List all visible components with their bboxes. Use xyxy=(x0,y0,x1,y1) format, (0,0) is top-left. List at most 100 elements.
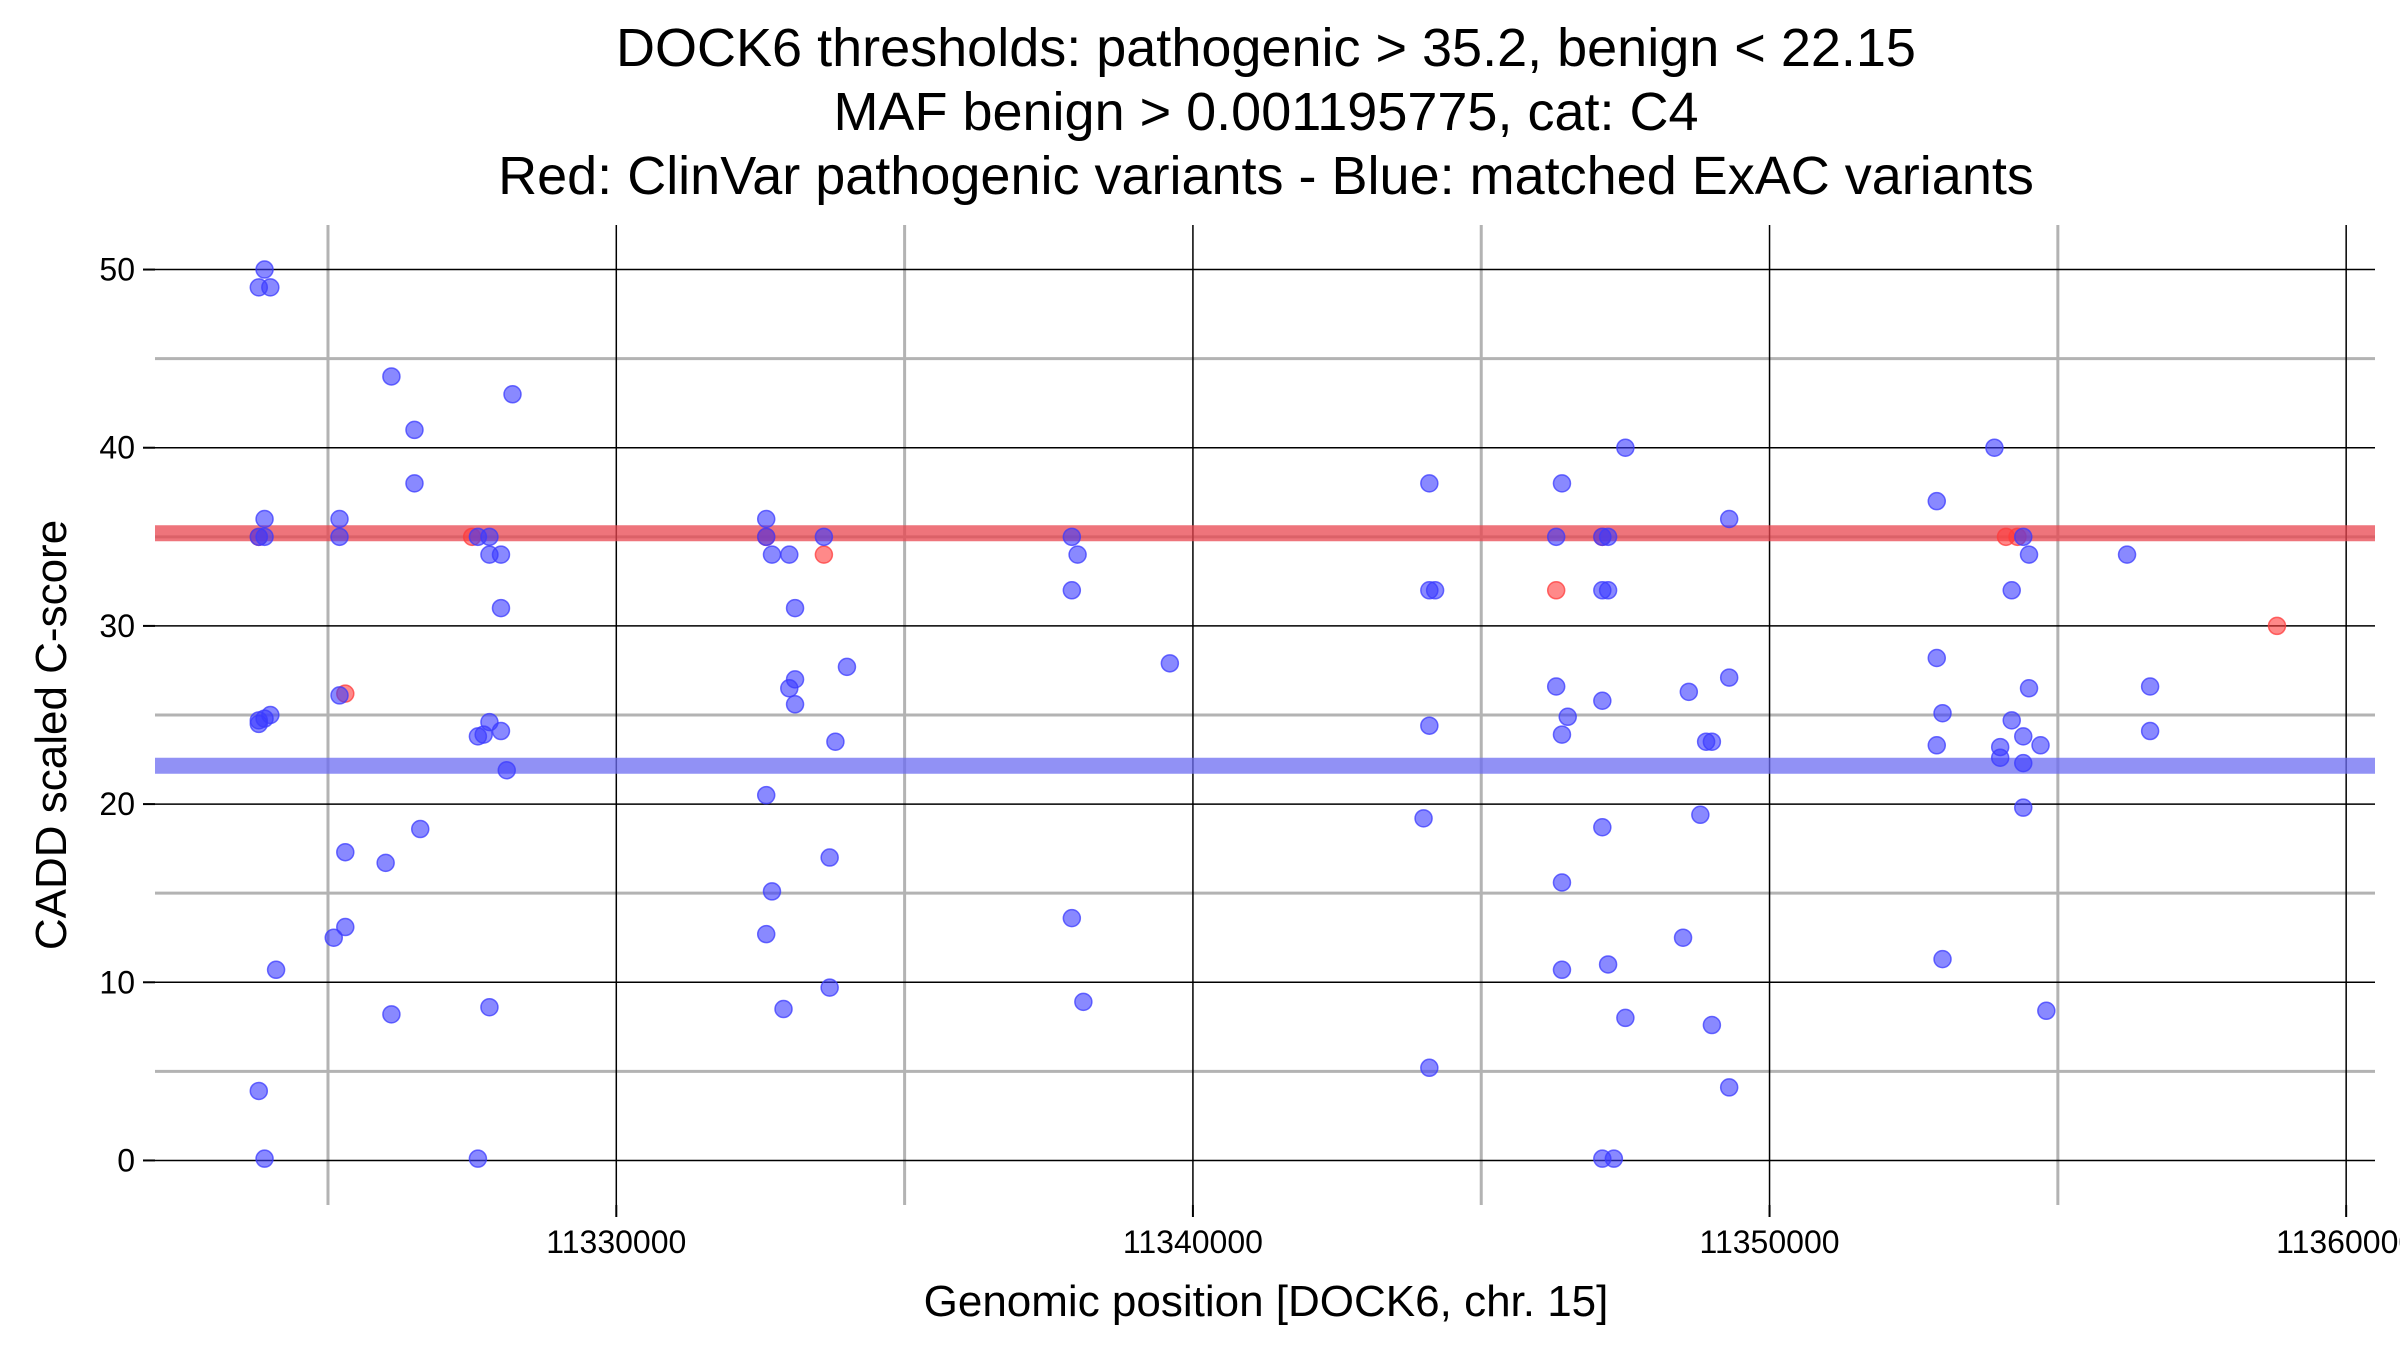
exac-point xyxy=(405,420,424,440)
exac-point xyxy=(762,545,782,564)
exac-point xyxy=(2019,545,2039,564)
y-axis-title: CADD scaled C-score xyxy=(27,520,76,950)
exac-point xyxy=(1927,491,1947,511)
title-line-2: MAF benign > 0.001195775, cat: C4 xyxy=(833,82,1698,142)
exac-point xyxy=(1546,527,1566,547)
title-line-1: DOCK6 thresholds: pathogenic > 35.2, ben… xyxy=(616,18,1916,78)
exac-point xyxy=(1593,691,1612,710)
exac-point xyxy=(261,278,280,297)
exac-point xyxy=(1616,1008,1635,1028)
exac-point xyxy=(410,819,430,839)
exac-point xyxy=(756,924,776,944)
exac-point xyxy=(1719,509,1739,529)
exac-point xyxy=(2140,677,2160,696)
x-tick-label: 11340000 xyxy=(1123,1224,1263,1260)
exac-point xyxy=(330,509,349,529)
exac-point xyxy=(1673,928,1693,947)
exac-point xyxy=(1719,668,1739,687)
exac-point xyxy=(774,999,793,1019)
x-tick-label: 11360000 xyxy=(2276,1224,2400,1260)
exac-point xyxy=(780,545,799,564)
y-tick-label: 0 xyxy=(117,1142,135,1178)
exac-point xyxy=(820,848,839,867)
exac-point xyxy=(1420,716,1439,735)
exac-point xyxy=(491,545,511,564)
exac-point xyxy=(2031,736,2050,755)
exac-point xyxy=(1927,648,1947,668)
y-tick-label: 30 xyxy=(99,608,135,644)
exac-point xyxy=(2002,581,2021,600)
exac-point xyxy=(1074,992,1093,1012)
exac-point xyxy=(1679,682,1699,702)
exac-point xyxy=(2014,727,2033,746)
exac-point xyxy=(756,509,776,529)
exac-point xyxy=(2140,721,2160,741)
y-tick-label: 40 xyxy=(99,430,135,466)
y-tick-label: 10 xyxy=(99,964,135,1000)
y-tick-label: 20 xyxy=(99,786,135,822)
exac-point xyxy=(336,842,355,862)
exac-point xyxy=(2117,545,2137,564)
exac-point xyxy=(1546,677,1566,696)
exac-point xyxy=(785,695,805,714)
exac-point xyxy=(1990,748,2010,768)
exac-point xyxy=(1062,581,1082,600)
exac-point xyxy=(1552,960,1572,980)
exac-point xyxy=(474,725,493,744)
axis-layer: 0 10 20 30 40 50 11330000 11340000 11350000 11360… xyxy=(99,252,2400,1260)
exac-point xyxy=(1420,474,1439,493)
exac-point xyxy=(480,997,499,1017)
exac-point xyxy=(503,385,522,404)
exac-point xyxy=(1927,736,1947,755)
exac-point xyxy=(1604,1149,1624,1168)
exac-point xyxy=(1598,955,1618,974)
exac-point xyxy=(2014,753,2033,773)
exac-point xyxy=(1420,1058,1439,1078)
exac-point xyxy=(480,527,499,547)
exac-point xyxy=(1985,438,2004,457)
exac-point xyxy=(468,1149,488,1168)
x-tick-label: 11330000 xyxy=(546,1224,686,1260)
exac-point xyxy=(336,917,355,937)
exac-point xyxy=(1558,707,1577,727)
exac-point xyxy=(1616,438,1635,457)
x-axis-title: Genomic position [DOCK6, chr. 15] xyxy=(924,1277,1609,1326)
exac-point xyxy=(1414,809,1433,828)
exac-point xyxy=(249,1081,269,1101)
exac-point xyxy=(1160,654,1180,673)
exac-point xyxy=(2019,679,2039,698)
x-tick-label: 11350000 xyxy=(1700,1224,1840,1260)
exac-point xyxy=(1933,949,1952,969)
y-tick-label: 50 xyxy=(99,252,135,288)
exac-point xyxy=(785,598,805,618)
grid-layer xyxy=(155,225,2375,1205)
exac-point xyxy=(762,882,782,901)
exac-point xyxy=(1933,703,1952,723)
exac-point xyxy=(376,853,395,873)
exac-point xyxy=(255,509,274,529)
exac-point xyxy=(491,721,511,741)
clinvar-point xyxy=(2267,616,2287,636)
exac-point xyxy=(785,670,805,689)
exac-point xyxy=(1593,818,1612,837)
exac-point xyxy=(1691,805,1710,825)
exac-point xyxy=(1552,474,1572,493)
exac-point xyxy=(820,978,839,997)
exac-point xyxy=(814,527,834,547)
exac-point xyxy=(2014,527,2033,547)
exac-point xyxy=(826,732,845,751)
exac-point xyxy=(382,1005,401,1024)
exac-point xyxy=(2037,1001,2056,1021)
exac-point xyxy=(382,367,401,386)
exac-point xyxy=(330,686,349,705)
clinvar-point xyxy=(814,545,834,564)
exac-point xyxy=(255,260,274,279)
exac-point xyxy=(837,657,857,677)
exac-point xyxy=(497,760,516,780)
exac-point xyxy=(491,598,511,618)
exac-point xyxy=(1552,725,1572,744)
exac-point xyxy=(266,960,286,980)
exac-point xyxy=(756,527,776,547)
